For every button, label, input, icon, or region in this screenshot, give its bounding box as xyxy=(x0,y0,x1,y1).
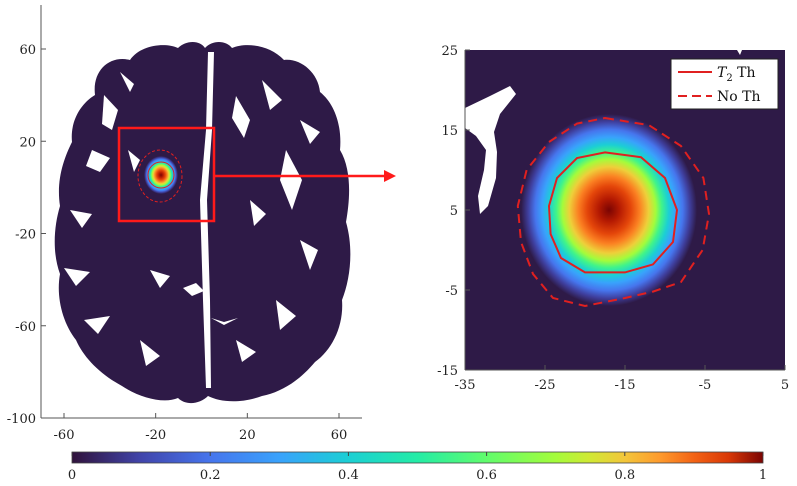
legend-t2-rest: Th xyxy=(733,65,756,81)
legend-box xyxy=(670,58,779,110)
t2-contour-left xyxy=(147,161,175,189)
zoom-xtick-label: -25 xyxy=(535,378,556,393)
left-xtick-label: 60 xyxy=(331,428,348,443)
zoom-ytick-label: -15 xyxy=(437,364,458,379)
colorbar-tick-label: 0 xyxy=(68,468,76,483)
zoom-ytick-label: 25 xyxy=(441,44,458,59)
left-ytick-label: -100 xyxy=(7,412,36,427)
zoom-x-ticks: -35 -25 -15 -5 5 xyxy=(455,365,789,393)
colorbar-tick-label: 0.8 xyxy=(614,468,635,483)
t2-th-contour xyxy=(547,151,679,274)
legend-t2-sub: 2 xyxy=(726,73,732,84)
zoom-xtick-label: -5 xyxy=(699,378,712,393)
colorbar: 0 0.2 0.4 0.6 0.8 1 xyxy=(68,451,767,483)
zoom-sulcus-tip xyxy=(737,50,742,55)
tumor-heat-zoom xyxy=(521,114,697,306)
legend-t2-main: T xyxy=(717,65,728,81)
no-th-contour xyxy=(516,116,711,308)
zoom-box xyxy=(117,126,216,223)
colorbar-ticks: 0 0.2 0.4 0.6 0.8 1 xyxy=(68,452,767,483)
left-ytick-label: -60 xyxy=(15,320,36,335)
left-xtick-label: -60 xyxy=(54,428,75,443)
nth-contour-left xyxy=(137,149,183,203)
left-y-ticks: 60 20 -20 -60 -100 xyxy=(7,43,46,427)
colorbar-tick-label: 0.4 xyxy=(338,468,359,483)
colorbar-tick-label: 0.6 xyxy=(476,468,497,483)
zoom-xtick-label: 5 xyxy=(781,378,789,393)
legend-label-nth: No Th xyxy=(717,89,760,105)
left-xtick-label: -20 xyxy=(145,428,166,443)
left-ytick-label: 20 xyxy=(19,135,36,150)
zoom-arrow-head xyxy=(384,170,396,182)
zoom-sulcus xyxy=(465,86,516,214)
legend: T2 Th No Th xyxy=(670,58,779,110)
colorbar-tick-label: 1 xyxy=(759,468,767,483)
colorbar-bar xyxy=(71,451,764,464)
left-ytick-label: 60 xyxy=(19,43,36,58)
zoom-ytick-label: 5 xyxy=(450,204,458,219)
zoom-xtick-label: -35 xyxy=(455,378,476,393)
zoom-ytick-label: 15 xyxy=(441,124,458,139)
zoom-ytick-label: -5 xyxy=(445,284,458,299)
colorbar-tick-label: 0.2 xyxy=(200,468,221,483)
left-ytick-label: -20 xyxy=(15,228,36,243)
left-x-ticks: -60 -20 20 60 xyxy=(54,413,348,443)
left-xtick-label: 20 xyxy=(239,428,256,443)
right-panel: 25 15 5 -5 -15 -35 -25 -15 -5 5 T2 Th No Th xyxy=(437,44,789,393)
zoom-y-ticks: 25 15 5 -5 -15 xyxy=(437,44,470,379)
left-panel: 60 20 -20 -60 -100 -60 -20 20 60 xyxy=(7,5,396,443)
brain-sulci xyxy=(64,52,320,388)
legend-label-t2: T2 Th xyxy=(717,65,756,84)
zoom-xtick-label: -15 xyxy=(615,378,636,393)
